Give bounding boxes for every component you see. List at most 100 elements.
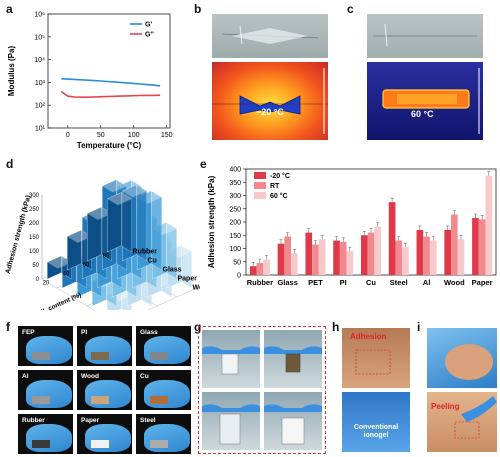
z-tick-label: 0 xyxy=(36,277,40,283)
photo-stretched-ionogel xyxy=(212,14,328,58)
adhesion-photo: Adhesion xyxy=(342,328,410,388)
material-photo-wood: Wood xyxy=(77,370,132,410)
y-tick-label: Paper xyxy=(178,276,198,283)
bar xyxy=(444,229,451,275)
y-tick-label: 250 xyxy=(229,206,241,213)
material-photo-glass: Glass xyxy=(136,326,191,366)
bar xyxy=(361,235,368,275)
z-tick-label: 300 xyxy=(29,193,40,199)
bar xyxy=(402,247,409,275)
material-photo-fep: FEP xyxy=(18,326,73,366)
material-label: FEP xyxy=(22,329,35,336)
skin-contact-photo xyxy=(427,328,497,388)
panel-label-d: d xyxy=(6,157,14,171)
vial-photo-4 xyxy=(264,392,322,450)
bar xyxy=(388,202,396,275)
bar-side xyxy=(181,245,192,289)
x-tick-label: Glass xyxy=(277,278,297,287)
panel-e: e 0 50 100 150 200 250 300 350 400 Adhesion stren… xyxy=(198,155,500,310)
bar xyxy=(277,243,285,275)
panel-f: f FEP PI Glass Al Wood Cu Rubber Paper Steel xyxy=(0,318,195,457)
chart-e: 0 50 100 150 200 250 300 350 400 Adhesion strengt… xyxy=(207,167,497,287)
y-axis-label: Adhesion strength (kPa) xyxy=(207,175,216,268)
bar xyxy=(457,239,465,275)
y-tick-label: 350 xyxy=(229,180,241,187)
y-tick-label: Glass xyxy=(163,267,182,274)
conventional-ionogel-photo: Conventional ionogel xyxy=(342,392,410,452)
z-tick-label: 50 xyxy=(32,263,39,269)
bar-side xyxy=(136,184,147,262)
bar xyxy=(312,244,319,275)
material-label: Steel xyxy=(140,417,156,424)
panel-label-g: g xyxy=(194,320,202,334)
vial-photo-frame xyxy=(198,326,326,454)
bar-top xyxy=(101,179,128,193)
y-tick-label: 300 xyxy=(229,193,241,200)
x-tick-label: Wood xyxy=(444,278,465,287)
legend-swatch xyxy=(254,172,266,179)
bar xyxy=(367,232,375,275)
legend-label: RT xyxy=(270,183,280,190)
panel-c: c 60 °C xyxy=(345,0,500,150)
material-sample xyxy=(91,396,109,404)
x-tick-label: 50 xyxy=(97,132,105,139)
chart-a: 0 50 100 150 10¹ 10² 10³ 10⁴ 10⁵ 10⁶ Temperature (… xyxy=(7,12,173,151)
material-label: Glass xyxy=(140,329,158,336)
material-sample xyxy=(32,396,50,404)
hot-temperature-label: 60 °C xyxy=(411,109,434,119)
material-photo-cu: Cu xyxy=(136,370,191,410)
material-sample xyxy=(32,440,50,448)
panel-label-i: i xyxy=(417,320,421,334)
vial-photo-2 xyxy=(264,330,322,388)
y-tick-label: 10⁵ xyxy=(34,34,45,41)
panel-label-c: c xyxy=(347,2,354,16)
material-photo-paper: Paper xyxy=(77,414,132,454)
cold-temperature-label: −20 °C xyxy=(256,107,284,117)
y-tick-label: 10² xyxy=(35,103,46,110)
bar xyxy=(485,175,493,275)
x-tick-label: Al xyxy=(423,278,431,287)
y-tick-label: 0 xyxy=(237,273,241,280)
bar-side xyxy=(151,190,162,271)
bar xyxy=(429,240,437,275)
bar xyxy=(284,236,291,275)
bar xyxy=(339,241,347,275)
material-label: Rubber xyxy=(22,417,45,424)
bar xyxy=(451,214,458,275)
panel-d: d 0 50 100 150 200 250 300 Adhesion strength (k… xyxy=(0,155,200,310)
bar xyxy=(249,266,257,275)
x-tick-label: Paper xyxy=(472,278,493,287)
x-tick-label: PET xyxy=(308,278,323,287)
conventional-ionogel-label: Conventional ionogel xyxy=(353,424,399,439)
material-label: Cu xyxy=(140,373,149,380)
panel-b: b −20 °C xyxy=(192,0,332,150)
panel-label-a: a xyxy=(6,2,13,16)
material-label: PI xyxy=(81,329,88,336)
peeling-label: Peeling xyxy=(431,402,460,411)
x-tick-label: 20 xyxy=(43,281,50,287)
bar-side xyxy=(121,192,132,253)
panel-label-h: h xyxy=(332,320,340,334)
peeling-photo: Peeling xyxy=(427,392,497,452)
material-photo-pi: PI xyxy=(77,326,132,366)
panel-a: a 0 50 100 150 10¹ 10² 10³ 10⁴ 10⁵ 10⁶ Temperature… xyxy=(0,0,180,155)
x-tick-label: PI xyxy=(340,278,347,287)
adhesion-label: Adhesion xyxy=(350,332,387,341)
thermal-image-cold: −20 °C xyxy=(212,62,328,140)
bar xyxy=(263,259,270,275)
y-tick-label: Wood xyxy=(193,285,201,292)
y-tick-label: 10³ xyxy=(35,80,46,87)
legend-label: -20 °C xyxy=(270,172,290,180)
panel-h: h Adhesion Conventional ionogel xyxy=(330,318,415,457)
y-tick-label: 10⁴ xyxy=(34,57,45,64)
thermal-image-hot: 60 °C xyxy=(367,62,483,140)
legend-label: G'' xyxy=(145,32,154,39)
z-tick-label: 200 xyxy=(29,221,40,227)
y-tick-label: 10⁶ xyxy=(34,12,45,19)
bar xyxy=(478,219,486,275)
bar-top xyxy=(106,192,133,206)
bar xyxy=(333,240,340,275)
material-label: Al xyxy=(22,373,29,380)
y-tick-label: 100 xyxy=(229,246,241,253)
